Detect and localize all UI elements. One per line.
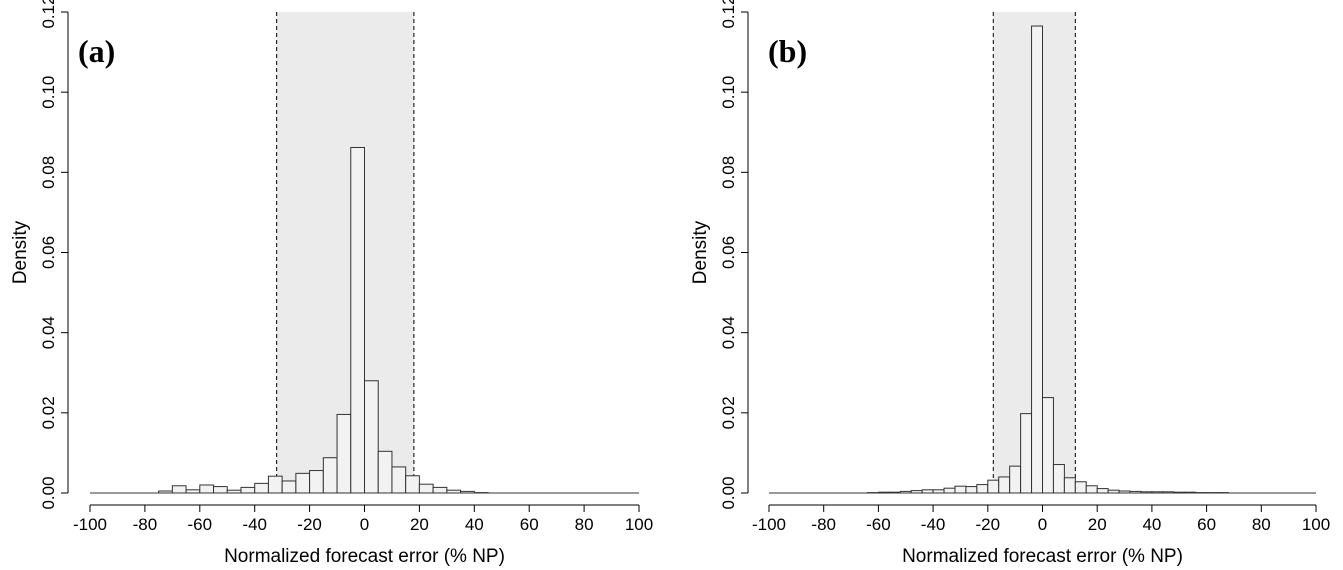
x-tick-label: -80 bbox=[133, 515, 158, 534]
x-tick-label: 0 bbox=[360, 515, 369, 534]
x-tick-label: -80 bbox=[811, 515, 836, 534]
x-tick-label: -100 bbox=[752, 515, 786, 534]
x-axis-title: Normalized forecast error (% NP) bbox=[224, 546, 505, 567]
histogram-bar bbox=[295, 472, 311, 494]
histogram-bar bbox=[377, 450, 393, 494]
x-tick-label: 40 bbox=[465, 515, 484, 534]
histogram-bar bbox=[965, 486, 978, 494]
histogram-bar bbox=[309, 470, 324, 494]
histogram-bar bbox=[1020, 413, 1033, 494]
x-tick-label: 80 bbox=[1252, 515, 1271, 534]
histogram-bar bbox=[199, 484, 215, 494]
y-tick-label: 0.10 bbox=[39, 76, 58, 109]
histogram-bar bbox=[987, 479, 1000, 494]
histogram-bar bbox=[1151, 491, 1164, 494]
histogram-bar bbox=[998, 476, 1011, 494]
histogram-bar bbox=[954, 485, 967, 494]
histogram-bar bbox=[281, 480, 297, 494]
x-tick-label: -40 bbox=[242, 515, 267, 534]
histogram-bar bbox=[877, 491, 890, 494]
histogram-bar bbox=[1009, 465, 1022, 494]
histogram-bar bbox=[976, 484, 989, 494]
x-tick-label: -60 bbox=[866, 515, 891, 534]
y-tick-label: 0.12 bbox=[719, 0, 738, 29]
x-tick-label: -20 bbox=[297, 515, 322, 534]
x-tick-label: -100 bbox=[73, 515, 107, 534]
x-tick-label: 20 bbox=[410, 515, 429, 534]
histogram-bar bbox=[1129, 490, 1142, 494]
y-tick-label: 0.08 bbox=[719, 156, 738, 189]
x-tick-label: 60 bbox=[520, 515, 539, 534]
y-tick-label: 0.04 bbox=[39, 316, 58, 349]
y-tick-label: 0.04 bbox=[719, 316, 738, 349]
histogram-bar bbox=[1107, 489, 1120, 494]
y-tick-label: 0.08 bbox=[39, 156, 58, 189]
histogram-bar bbox=[1140, 491, 1153, 494]
y-tick-label: 0.06 bbox=[39, 236, 58, 269]
chart-panel-1: -100 -80 -60 -40 -20 0 20 40 60 80 100 0.00 0.02 0.04… bbox=[10, 0, 653, 567]
y-tick-label: 0.02 bbox=[39, 396, 58, 429]
x-tick-label: 40 bbox=[1142, 515, 1161, 534]
y-tick-label: 0.00 bbox=[719, 476, 738, 509]
histogram-bar bbox=[910, 490, 923, 494]
histogram-bar bbox=[336, 413, 352, 494]
histogram-bar bbox=[432, 486, 448, 494]
histogram-bar bbox=[1162, 491, 1175, 494]
histogram-bar bbox=[1184, 491, 1197, 494]
histogram-bar bbox=[1173, 491, 1186, 494]
y-tick-label: 0.06 bbox=[719, 236, 738, 269]
x-tick-label: -40 bbox=[921, 515, 946, 534]
histogram-bar bbox=[364, 380, 379, 494]
histogram-bar bbox=[240, 486, 256, 494]
y-axis-title: Density bbox=[690, 220, 711, 284]
histogram-bar bbox=[185, 489, 201, 494]
histogram-bar bbox=[254, 482, 269, 494]
panel-label: (a) bbox=[78, 33, 115, 69]
histogram-bar bbox=[446, 489, 462, 494]
histogram-bar bbox=[943, 487, 956, 494]
x-tick-label: 100 bbox=[1302, 515, 1330, 534]
histogram-bar bbox=[899, 490, 912, 494]
histogram-bar bbox=[932, 489, 945, 494]
x-tick-label: 20 bbox=[1088, 515, 1107, 534]
x-tick-label: 0 bbox=[1038, 515, 1047, 534]
histogram-bar bbox=[171, 485, 187, 494]
histogram-bar bbox=[226, 489, 242, 494]
x-axis-title: Normalized forecast error (% NP) bbox=[902, 546, 1183, 567]
shaded-interval bbox=[276, 12, 414, 493]
histogram-bar bbox=[1085, 485, 1098, 494]
x-tick-label: 60 bbox=[1197, 515, 1216, 534]
histogram-bar bbox=[322, 457, 338, 494]
histogram-bar bbox=[350, 146, 365, 494]
histogram-bar bbox=[405, 475, 420, 494]
y-tick-label: 0.00 bbox=[39, 476, 58, 509]
histogram-bar bbox=[888, 491, 901, 494]
histogram-bar bbox=[1031, 25, 1044, 494]
chart-panel-2: -100 -80 -60 -40 -20 0 20 40 60 80 100 0.00 0.02 0.04… bbox=[690, 0, 1330, 567]
histogram-bar bbox=[158, 490, 173, 494]
y-axis-title: Density bbox=[10, 220, 31, 284]
x-tick-label: -60 bbox=[188, 515, 213, 534]
y-tick-label: 0.12 bbox=[39, 0, 58, 29]
histogram-bar bbox=[1042, 397, 1054, 494]
histogram-bar bbox=[1063, 477, 1076, 494]
histogram-bar bbox=[213, 486, 228, 494]
histogram-bar bbox=[1118, 490, 1131, 494]
histogram-bar bbox=[1052, 464, 1065, 494]
x-tick-label: 100 bbox=[625, 515, 653, 534]
y-tick-label: 0.10 bbox=[719, 76, 738, 109]
panel-label: (b) bbox=[768, 33, 807, 69]
histogram-bar bbox=[391, 466, 407, 494]
x-tick-label: 80 bbox=[575, 515, 594, 534]
histogram-bar bbox=[267, 475, 283, 494]
y-tick-label: 0.02 bbox=[719, 396, 738, 429]
histogram-bar bbox=[921, 489, 934, 494]
x-tick-label: -20 bbox=[976, 515, 1001, 534]
histogram-bar bbox=[418, 483, 434, 494]
histogram-bar bbox=[460, 490, 475, 494]
histogram-bar bbox=[1096, 488, 1109, 494]
histogram-bar bbox=[1074, 481, 1087, 494]
